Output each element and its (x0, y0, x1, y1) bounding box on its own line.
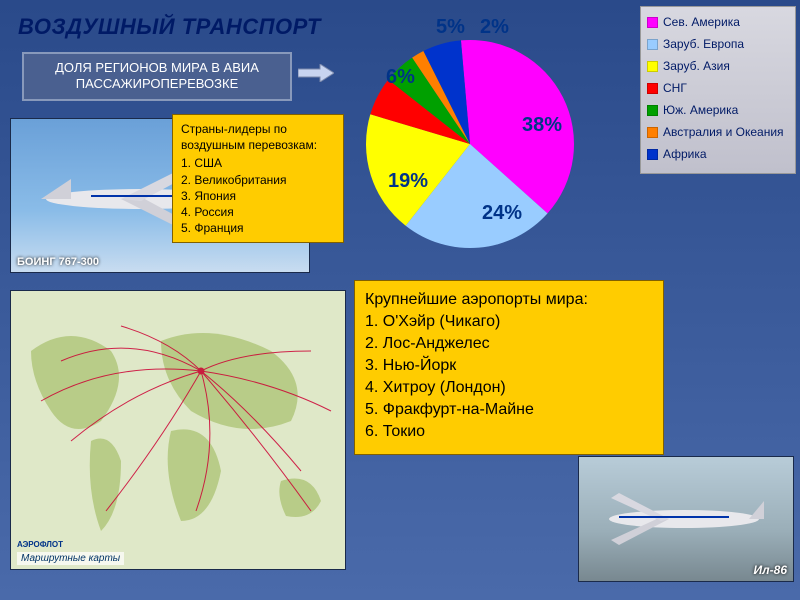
legend-row: СНГ (645, 77, 791, 99)
pie-slice-label: 19% (388, 170, 428, 193)
list-item: 6. Токио (365, 421, 653, 443)
map-icon (11, 291, 346, 570)
legend-label: Заруб. Азия (663, 59, 730, 73)
legend-swatch (647, 61, 658, 72)
legend-swatch (647, 17, 658, 28)
pie-slice-label: 2% (480, 16, 509, 39)
list-item: 4. Хитроу (Лондон) (365, 377, 653, 399)
list-item: 1. США (181, 155, 335, 171)
world-map: АЭРОФЛОТ Маршрутные карты (10, 290, 346, 570)
list-item: 3. Нью-Йорк (365, 355, 653, 377)
plane2-photo: Ил-86 (578, 456, 794, 582)
legend-label: Австралия и Океания (663, 125, 784, 139)
legend-row: Австралия и Океания (645, 121, 791, 143)
list-item: 5. Франция (181, 220, 335, 236)
list-item: 5. Фракфурт-на-Майне (365, 399, 653, 421)
list-item: 3. Япония (181, 188, 335, 204)
map-title: Маршрутные карты (17, 552, 124, 565)
list-item: 4. Россия (181, 204, 335, 220)
subtitle-text: ДОЛЯ РЕГИОНОВ МИРА В АВИА ПАССАЖИРОПЕРЕВ… (55, 60, 259, 91)
pie-legend: Сев. Америка Заруб. Европа Заруб. Азия СНГ Ю… (640, 6, 796, 174)
legend-row: Заруб. Европа (645, 33, 791, 55)
pie-chart: 38% 24% 19% 6% 5% 2% (340, 4, 600, 264)
legend-label: Заруб. Европа (663, 37, 744, 51)
legend-label: Сев. Америка (663, 15, 740, 29)
pie-slice-label: 5% (436, 16, 465, 39)
pie-slice-label: 38% (522, 114, 562, 137)
legend-label: Юж. Америка (663, 103, 738, 117)
airports-header: Крупнейшие аэропорты мира: (365, 289, 653, 311)
list-item: 2. Великобритания (181, 172, 335, 188)
legend-row: Заруб. Азия (645, 55, 791, 77)
plane2-label: Ил-86 (754, 563, 787, 577)
legend-swatch (647, 105, 658, 116)
leaders-box: Страны-лидеры по воздушным перевозкам: 1… (172, 114, 344, 243)
leaders-header: Страны-лидеры по воздушным перевозкам: (181, 121, 335, 153)
legend-swatch (647, 149, 658, 160)
subtitle-box: ДОЛЯ РЕГИОНОВ МИРА В АВИА ПАССАЖИРОПЕРЕВ… (22, 52, 292, 101)
legend-label: Африка (663, 147, 707, 161)
pie-slice-label: 6% (386, 66, 415, 89)
legend-swatch (647, 127, 658, 138)
legend-swatch (647, 83, 658, 94)
legend-row: Юж. Америка (645, 99, 791, 121)
list-item: 1. О'Хэйр (Чикаго) (365, 311, 653, 333)
page-title: ВОЗДУШНЫЙ ТРАНСПОРТ (18, 14, 321, 40)
pie-slice-label: 24% (482, 202, 522, 225)
legend-label: СНГ (663, 81, 687, 95)
legend-row: Африка (645, 143, 791, 165)
plane1-label: БОИНГ 767-300 (17, 256, 99, 268)
legend-row: Сев. Америка (645, 11, 791, 33)
airports-box: Крупнейшие аэропорты мира: 1. О'Хэйр (Чи… (354, 280, 664, 455)
airplane-icon (599, 487, 769, 547)
legend-swatch (647, 39, 658, 50)
map-logo: АЭРОФЛОТ (17, 540, 63, 549)
arrow-icon (298, 64, 334, 82)
list-item: 2. Лос-Анджелес (365, 333, 653, 355)
